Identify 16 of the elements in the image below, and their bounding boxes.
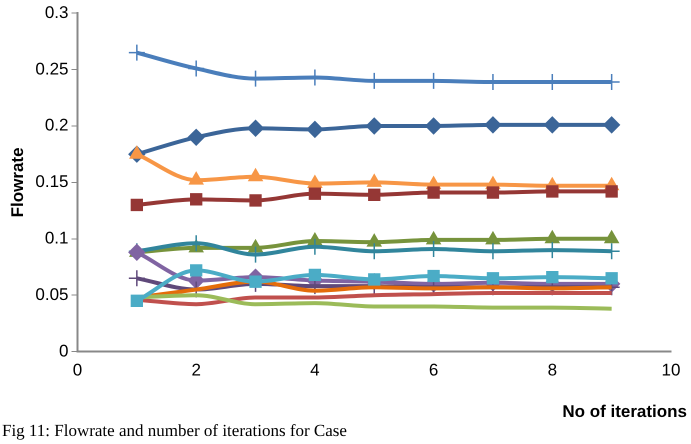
x-tick-label: 6	[428, 360, 438, 380]
y-tick-label: 0.25	[35, 59, 68, 78]
y-axis-title: Flowrate	[8, 147, 27, 218]
y-tick-label: 0.05	[35, 284, 68, 304]
x-tick-label: 0	[72, 360, 82, 380]
x-tick-label: 10	[662, 360, 680, 380]
x-tick-label: 4	[310, 360, 320, 380]
x-tick-label: 8	[548, 360, 558, 380]
y-tick-label: 0.15	[35, 172, 68, 192]
y-tick-label: 0	[59, 341, 68, 360]
y-tick-label: 0.3	[44, 2, 68, 22]
caption: Fig 11: Flowrate and number of iterations for Case	[2, 421, 347, 441]
x-axis-title: No of iterations	[562, 402, 687, 422]
y-tick-label: 0.1	[44, 228, 68, 248]
y-tick-label: 0.2	[44, 116, 68, 135]
x-tick-label: 2	[191, 360, 201, 380]
